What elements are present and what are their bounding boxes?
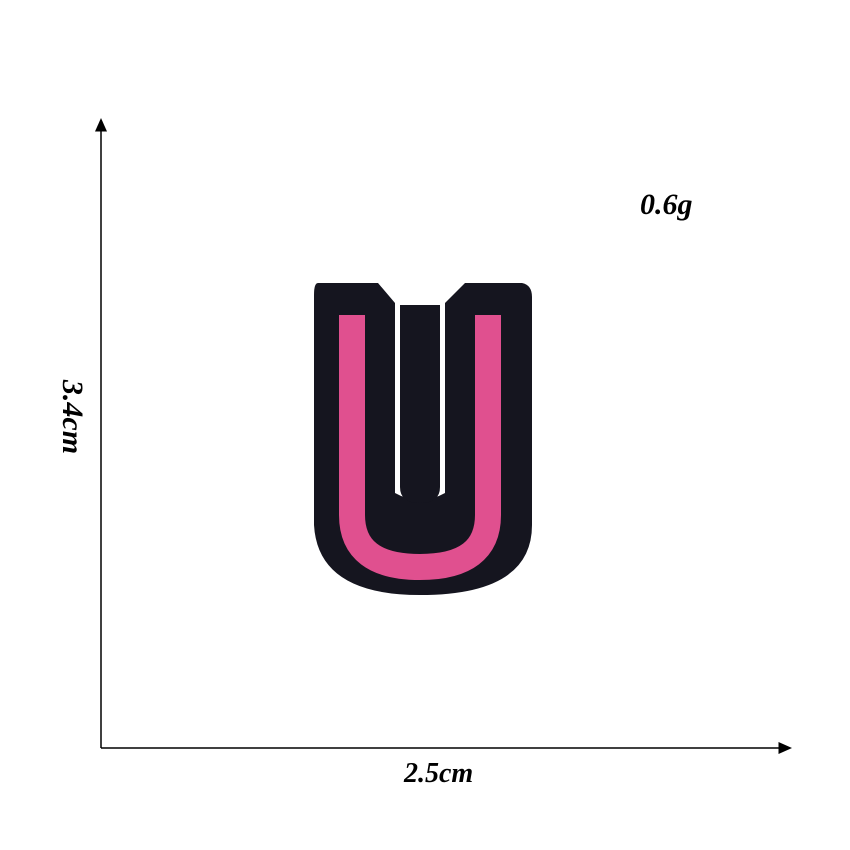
height-dimension-label: 3.4cm [56, 379, 89, 455]
patch-inner-slot [400, 305, 440, 503]
width-dimension-label: 2.5cm [404, 758, 474, 789]
weight-label: 0.6g [640, 188, 693, 221]
patch-pink-stroke [339, 315, 501, 581]
letter-u-patch [314, 283, 532, 595]
